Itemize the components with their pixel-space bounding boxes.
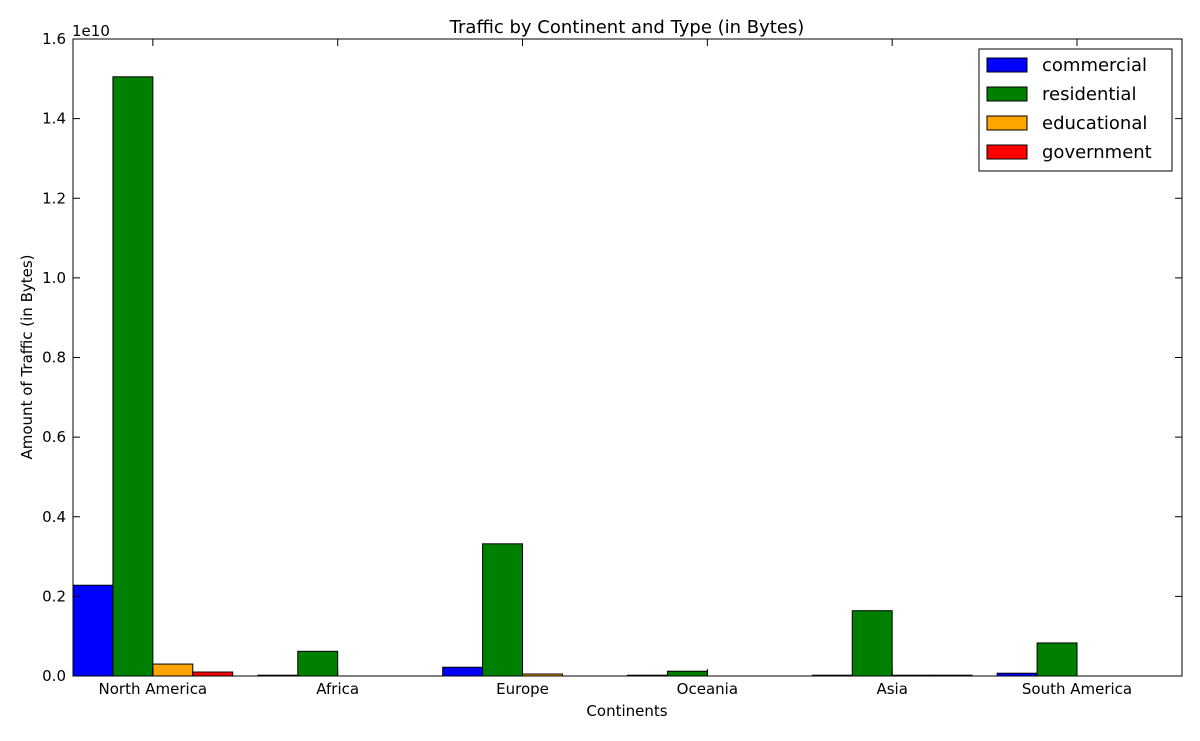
legend-swatch-residential xyxy=(986,86,1028,102)
bar-residential-2 xyxy=(482,543,524,677)
legend-label-commercial: commercial xyxy=(1042,55,1147,76)
y-tick-label: 1.6 xyxy=(42,30,66,48)
y-tick-label: 1.2 xyxy=(42,189,66,207)
x-tick-label: Oceania xyxy=(677,680,738,698)
bar-commercial-0 xyxy=(72,584,114,677)
legend-label-government: government xyxy=(1042,142,1152,163)
legend-swatch-government xyxy=(986,144,1028,160)
y-tick-label: 1.0 xyxy=(42,269,66,287)
y-tick-label: 0.0 xyxy=(42,667,66,685)
y-tick-label: 1.4 xyxy=(42,110,66,128)
plot-frame xyxy=(72,38,1183,677)
bar-residential-1 xyxy=(297,650,339,677)
y-tick-label: 0.4 xyxy=(42,508,66,526)
bar-commercial-2 xyxy=(442,666,484,677)
x-tick-label: Europe xyxy=(496,680,549,698)
y-tick-label: 0.8 xyxy=(42,349,66,367)
bar-residential-3 xyxy=(666,670,708,677)
legend-swatch-commercial xyxy=(986,57,1028,73)
x-tick-label: Africa xyxy=(316,680,359,698)
ticks-group: 0.0 0.2 0.4 0.6 0.8 1.0 1.2 1.4 1.6 North America… xyxy=(42,30,1182,698)
y-tick-label: 0.2 xyxy=(42,587,66,605)
x-tick-label: South America xyxy=(1022,680,1132,698)
chart-title: Traffic by Continent and Type (in Bytes) xyxy=(449,17,805,38)
x-tick-label: North America xyxy=(99,680,208,698)
legend: commercial residential educational governme… xyxy=(978,48,1173,172)
y-axis-label: Amount of Traffic (in Bytes) xyxy=(18,254,36,459)
bar-government-0 xyxy=(192,671,234,677)
legend-label-educational: educational xyxy=(1042,113,1147,134)
bar-residential-5 xyxy=(1036,642,1078,677)
bars-group xyxy=(72,76,1078,677)
y-tick-label: 0.6 xyxy=(42,428,66,446)
legend-swatch-educational xyxy=(986,115,1028,131)
bar-residential-4 xyxy=(851,610,893,677)
legend-label-residential: residential xyxy=(1042,84,1136,105)
bar-educational-0 xyxy=(152,663,194,677)
bar-residential-0 xyxy=(112,76,154,677)
x-tick-label: Asia xyxy=(876,680,907,698)
y-offset-label: 1e10 xyxy=(72,22,110,40)
x-axis-label: Continents xyxy=(586,702,667,720)
